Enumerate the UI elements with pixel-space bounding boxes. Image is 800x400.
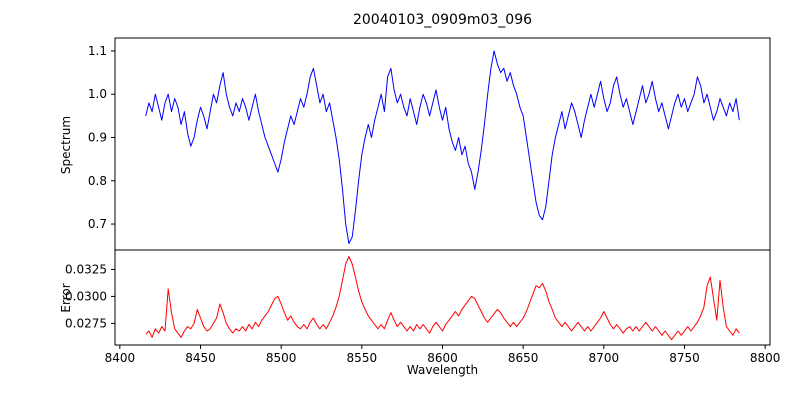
x-axis-label: Wavelength xyxy=(406,363,479,377)
x-tick-label: 8800 xyxy=(750,351,781,365)
y-tick-label: 0.7 xyxy=(88,217,107,231)
y-tick-label: 0.0300 xyxy=(65,289,107,303)
x-tick-label: 8700 xyxy=(589,351,620,365)
y-tick-label: 1.1 xyxy=(88,44,107,58)
spectrum-line xyxy=(145,50,740,244)
x-tick-label: 8650 xyxy=(508,351,539,365)
error-line xyxy=(145,256,740,341)
x-tick-label: 8500 xyxy=(266,351,297,365)
x-tick-label: 8600 xyxy=(427,351,458,365)
y-tick-label: 0.9 xyxy=(88,131,107,145)
y-tick-label: 0.0275 xyxy=(65,316,107,330)
y-tick-label: 0.0325 xyxy=(65,262,107,276)
x-tick-label: 8450 xyxy=(185,351,216,365)
spectrum-axes-frame xyxy=(114,37,771,251)
error-axes-frame xyxy=(114,249,771,346)
x-tick-label: 8400 xyxy=(105,351,136,365)
plot-title: 20040103_0909m03_096 xyxy=(352,12,533,28)
x-tick-label: 8550 xyxy=(347,351,378,365)
y-tick-label: 0.8 xyxy=(88,174,107,188)
y-tick-label: 1.0 xyxy=(88,87,107,101)
x-tick-label: 8750 xyxy=(669,351,700,365)
